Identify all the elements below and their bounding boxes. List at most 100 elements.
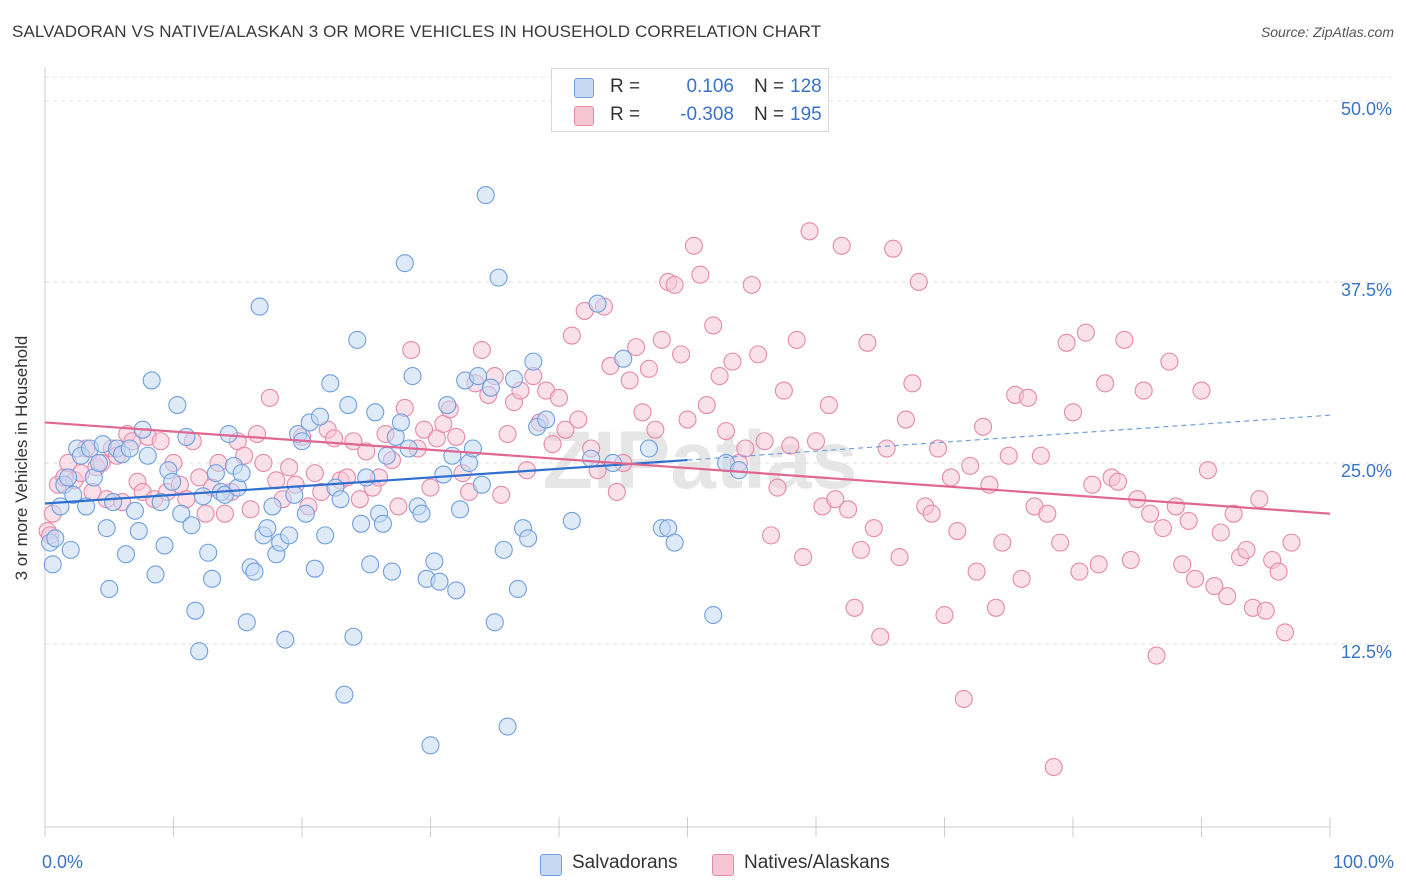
natives-alaskans-point bbox=[1096, 374, 1115, 393]
salvadorans-point bbox=[357, 468, 376, 487]
salvadorans-point bbox=[172, 504, 191, 523]
salvadorans-point bbox=[519, 529, 538, 548]
salvadorans-point bbox=[168, 396, 187, 415]
legend-swatch-blue bbox=[574, 78, 594, 98]
natives-alaskans-point bbox=[954, 689, 973, 709]
salvadorans-point bbox=[508, 579, 527, 599]
natives-alaskans-point bbox=[1070, 562, 1089, 581]
natives-alaskans-point bbox=[800, 222, 819, 241]
natives-alaskans-point bbox=[749, 345, 768, 364]
salvadorans-point bbox=[447, 581, 466, 600]
salvadorans-point bbox=[434, 465, 453, 484]
salvadorans-point bbox=[704, 605, 723, 625]
natives-alaskans-point bbox=[858, 333, 877, 352]
series-label: Natives/Alaskans bbox=[744, 852, 890, 873]
natives-alaskans-point bbox=[896, 410, 916, 429]
salvadorans-point bbox=[104, 493, 123, 512]
natives-alaskans-point bbox=[697, 396, 716, 415]
salvadorans-point bbox=[403, 367, 422, 386]
natives-alaskans-point bbox=[267, 471, 286, 490]
natives-alaskans-point bbox=[851, 540, 871, 559]
natives-alaskans-point bbox=[1218, 587, 1237, 606]
salvadorans-point bbox=[316, 526, 335, 545]
salvadorans-point bbox=[438, 396, 457, 415]
natives-alaskans-point bbox=[890, 548, 909, 567]
natives-alaskans-point bbox=[1186, 569, 1205, 588]
natives-alaskans-point bbox=[215, 504, 234, 523]
natives-alaskans-point bbox=[1179, 511, 1198, 530]
salvadorans-point bbox=[64, 485, 83, 504]
natives-alaskans-point bbox=[1089, 555, 1108, 574]
natives-alaskans-point bbox=[1018, 388, 1038, 407]
natives-alaskans-point bbox=[710, 367, 729, 386]
salvadorans-point bbox=[305, 559, 324, 578]
natives-alaskans-point bbox=[1224, 504, 1243, 523]
natives-alaskans-point bbox=[543, 435, 562, 454]
natives-alaskans-point bbox=[1076, 323, 1095, 342]
salvadorans-point bbox=[582, 449, 601, 468]
natives-alaskans-point bbox=[350, 490, 369, 509]
salvadorans-point bbox=[665, 533, 684, 552]
salvadorans-point bbox=[182, 516, 201, 535]
natives-alaskans-point bbox=[1031, 446, 1050, 465]
salvadorans-point bbox=[588, 294, 607, 313]
salvadorans-point bbox=[377, 446, 396, 465]
y-tick-label: 25.0% bbox=[1341, 461, 1392, 481]
natives-alaskans-point bbox=[1256, 601, 1275, 620]
natives-alaskans-point bbox=[774, 381, 793, 400]
natives-alaskans-point bbox=[986, 598, 1005, 617]
natives-alaskans-point bbox=[196, 504, 215, 523]
natives-alaskans-point bbox=[1063, 403, 1083, 422]
salvadorans-point bbox=[348, 330, 367, 349]
x-axis-max-label: 100.0% bbox=[1332, 852, 1394, 872]
natives-alaskans-point bbox=[832, 236, 851, 255]
salvadorans-trend-line bbox=[44, 458, 688, 505]
source-label: Source: ZipAtlas.com bbox=[1260, 24, 1394, 40]
natives-alaskans-point bbox=[151, 432, 170, 451]
natives-alaskans-point bbox=[1192, 381, 1211, 400]
natives-alaskans-point bbox=[787, 330, 806, 349]
natives-alaskans-point bbox=[639, 359, 659, 378]
natives-alaskans-point bbox=[472, 340, 491, 360]
natives-alaskans-point bbox=[241, 500, 260, 519]
natives-alaskans-point bbox=[826, 490, 845, 509]
natives-alaskans-point bbox=[247, 424, 267, 444]
x-axis-min-label: 0.0% bbox=[42, 852, 84, 872]
natives-alaskans-point bbox=[973, 417, 993, 436]
natives-alaskans-point bbox=[794, 548, 813, 567]
salvadorans-point bbox=[468, 367, 488, 386]
natives-alaskans-point bbox=[884, 239, 903, 258]
salvadorans-point bbox=[451, 500, 470, 519]
natives-alaskans-point bbox=[909, 272, 928, 292]
natives-alaskans-point bbox=[1147, 646, 1166, 665]
salvadorans-point bbox=[335, 685, 354, 704]
natives-alaskans-point bbox=[357, 442, 376, 461]
natives-alaskans-point bbox=[633, 403, 652, 422]
natives-alaskans-point bbox=[742, 275, 761, 294]
legend-n-label: N = bbox=[754, 104, 785, 125]
natives-alaskans-point bbox=[993, 533, 1012, 552]
legend-r-label: R = bbox=[610, 76, 641, 97]
salvadorans-point bbox=[296, 504, 315, 523]
axes bbox=[44, 67, 1331, 837]
salvadorans-point bbox=[43, 555, 62, 574]
natives-alaskans-point bbox=[1275, 623, 1295, 642]
natives-alaskans-point bbox=[736, 439, 755, 458]
natives-alaskans-point bbox=[665, 275, 684, 294]
natives-alaskans-point bbox=[961, 456, 980, 475]
natives-alaskans-point bbox=[1205, 577, 1224, 596]
natives-alaskans-point bbox=[672, 345, 691, 364]
natives-alaskans-point bbox=[691, 265, 710, 284]
salvadorans-point bbox=[203, 569, 222, 588]
salvadorans-point bbox=[481, 378, 500, 397]
salvadorans-point bbox=[142, 371, 161, 390]
natives-alaskans-point bbox=[1121, 550, 1140, 570]
salvadorans-point bbox=[250, 297, 269, 316]
y-tick-label: 37.5% bbox=[1341, 280, 1392, 300]
natives-alaskans-point bbox=[421, 478, 440, 497]
natives-alaskans-point bbox=[627, 338, 646, 357]
salvadorans-point bbox=[425, 552, 444, 571]
natives-alaskans-point bbox=[305, 464, 324, 483]
natives-alaskans-point bbox=[1051, 533, 1070, 552]
natives-alaskans-point bbox=[761, 526, 781, 545]
